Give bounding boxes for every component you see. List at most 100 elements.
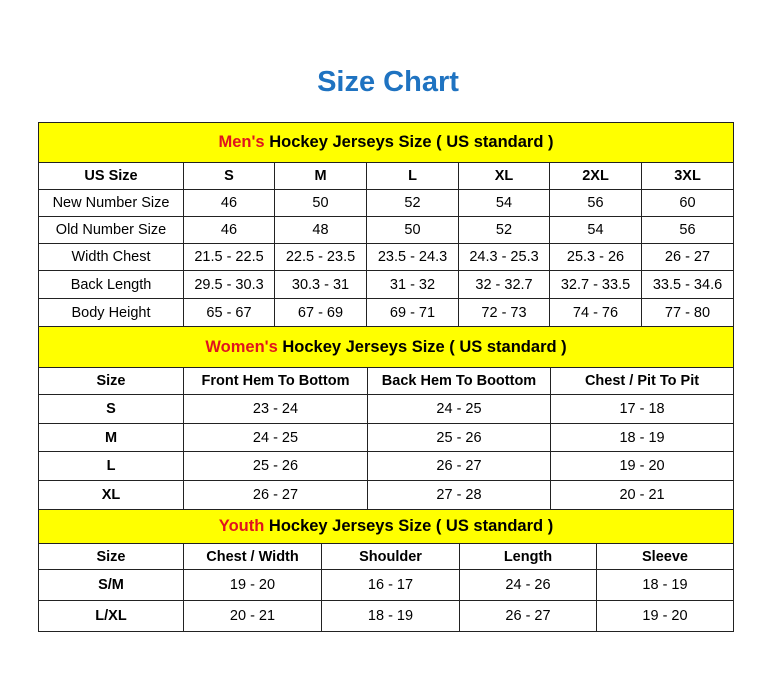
table-cell: 24 - 25 [367,394,551,424]
row-header: New Number Size [38,189,184,217]
table-cell: 26 - 27 [367,451,551,481]
table-cell: 56 [641,216,734,244]
table-cell: 24 - 25 [183,423,368,452]
table-row: Body Height 65 - 67 67 - 69 69 - 71 72 - 73 7… [38,298,734,327]
column-header: Shoulder [321,543,460,570]
section-title-text: Hockey Jerseys Size ( US standard ) [264,517,554,535]
table-cell: 17 - 18 [549,394,735,424]
table-row: Old Number Size 46 48 50 52 54 56 [38,216,734,244]
column-header: Chest / Width [183,543,322,570]
table-cell: 27 - 28 [367,480,551,510]
table-row: S 23 - 24 24 - 25 17 - 18 [38,394,735,424]
table-row: New Number Size 46 50 52 54 56 60 [38,189,734,217]
table-cell: 48 [274,216,367,244]
table-cell: 56 [549,189,642,217]
table-cell: 25 - 26 [367,423,551,452]
table-cell: 32.7 - 33.5 [549,270,642,299]
column-header: Size [38,367,184,395]
row-header: L/XL [38,600,184,632]
table-row: XL 26 - 27 27 - 28 20 - 21 [38,480,735,510]
table-cell: 67 - 69 [274,298,367,327]
table-cell: 25.3 - 26 [549,243,642,271]
section-highlight: Men's [218,133,265,151]
womens-section-title: Women's Hockey Jerseys Size ( US standar… [37,326,735,368]
table-cell: 32 - 32.7 [458,270,550,299]
table-cell: 18 - 19 [549,423,735,452]
section-title-text: Hockey Jerseys Size ( US standard ) [264,133,554,151]
row-header: Old Number Size [38,216,184,244]
table-cell: 54 [458,189,550,217]
row-header: L [38,451,184,481]
column-header: XL [458,162,550,190]
column-header: Chest / Pit To Pit [549,367,735,395]
column-header: Front Hem To Bottom [183,367,368,395]
table-cell: 77 - 80 [641,298,734,327]
womens-size-table: Women's Hockey Jerseys Size ( US standar… [37,326,735,510]
section-highlight: Women's [205,337,278,356]
mens-section-title: Men's Hockey Jerseys Size ( US standard … [38,122,734,163]
table-cell: 29.5 - 30.3 [183,270,275,299]
table-cell: 19 - 20 [549,451,735,481]
table-cell: 54 [549,216,642,244]
table-cell: 65 - 67 [183,298,275,327]
table-cell: 18 - 19 [321,600,460,632]
page-title: Size Chart [317,66,459,98]
size-chart: Men's Hockey Jerseys Size ( US standard … [37,122,735,632]
section-title-text: Hockey Jerseys Size ( US standard ) [277,337,567,356]
table-cell: 23.5 - 24.3 [366,243,459,271]
row-header: Width Chest [38,243,184,271]
table-row: L 25 - 26 26 - 27 19 - 20 [38,451,735,481]
row-header: XL [38,480,184,510]
table-cell: 72 - 73 [458,298,550,327]
column-header: L [366,162,459,190]
column-header: Sleeve [595,543,735,570]
table-cell: 19 - 20 [595,600,735,632]
header-row: Size Front Hem To Bottom Back Hem To Boott… [38,367,735,395]
table-cell: 21.5 - 22.5 [183,243,275,271]
table-cell: 25 - 26 [183,451,368,481]
column-header: M [274,162,367,190]
table-cell: 52 [366,189,459,217]
table-cell: 26 - 27 [641,243,734,271]
column-header: S [183,162,275,190]
table-cell: 50 [366,216,459,244]
table-cell: 20 - 21 [549,480,735,510]
table-cell: 26 - 27 [183,480,368,510]
table-cell: 52 [458,216,550,244]
table-row: Width Chest 21.5 - 22.5 22.5 - 23.5 23.5 - … [38,243,734,271]
table-row: S/M 19 - 20 16 - 17 24 - 26 18 - 19 [38,569,735,601]
table-cell: 60 [641,189,734,217]
youth-section-title: Youth Hockey Jerseys Size ( US standard … [37,509,735,544]
table-cell: 26 - 27 [459,600,597,632]
row-header: Back Length [38,270,184,299]
column-header: Back Hem To Boottom [367,367,551,395]
table-cell: 23 - 24 [183,394,368,424]
table-cell: 33.5 - 34.6 [641,270,734,299]
table-row: Back Length 29.5 - 30.3 30.3 - 31 31 - 32 32… [38,270,734,299]
table-cell: 30.3 - 31 [274,270,367,299]
row-header: S/M [38,569,184,601]
row-header: M [38,423,184,452]
column-header: Length [459,543,597,570]
table-cell: 22.5 - 23.5 [274,243,367,271]
table-cell: 19 - 20 [183,569,322,601]
table-cell: 50 [274,189,367,217]
table-cell: 31 - 32 [366,270,459,299]
column-header: Size [38,543,184,570]
table-cell: 69 - 71 [366,298,459,327]
table-cell: 18 - 19 [595,569,735,601]
table-cell: 24.3 - 25.3 [458,243,550,271]
column-header: 2XL [549,162,642,190]
row-header: S [38,394,184,424]
row-header: Body Height [38,298,184,327]
table-cell: 46 [183,216,275,244]
section-highlight: Youth [218,517,265,535]
column-header: US Size [38,162,184,190]
header-row: US Size S M L XL 2XL 3XL [38,162,734,190]
table-row: M 24 - 25 25 - 26 18 - 19 [38,423,735,452]
mens-size-table: Men's Hockey Jerseys Size ( US standard … [38,122,734,327]
table-cell: 46 [183,189,275,217]
table-cell: 20 - 21 [183,600,322,632]
column-header: 3XL [641,162,734,190]
table-cell: 74 - 76 [549,298,642,327]
